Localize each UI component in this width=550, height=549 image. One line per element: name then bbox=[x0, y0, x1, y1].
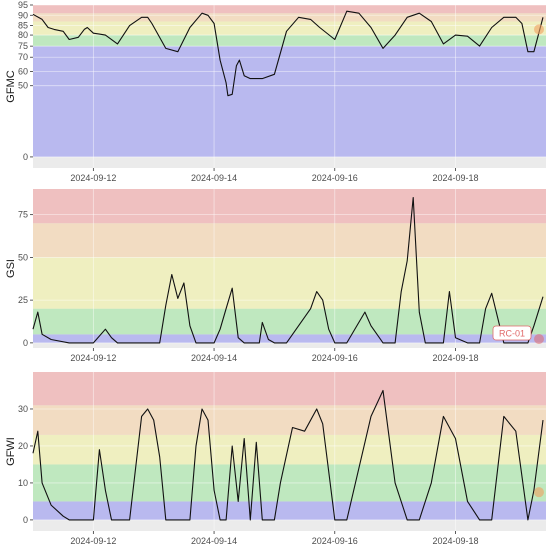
x-tick-label: 2024-09-14 bbox=[191, 173, 237, 183]
x-tick-label: 2024-09-16 bbox=[312, 173, 358, 183]
station-label-box bbox=[492, 325, 532, 341]
x-tick-label: 2024-09-18 bbox=[432, 173, 478, 183]
x-tick-label: 2024-09-12 bbox=[70, 173, 116, 183]
x-tick-label: 2024-09-18 bbox=[432, 353, 478, 363]
station-label: RC-01 bbox=[499, 329, 525, 339]
y-axis-title: GFWI bbox=[5, 437, 17, 466]
risk-band bbox=[33, 223, 546, 258]
risk-band bbox=[33, 46, 546, 157]
y-tick-label: 60 bbox=[18, 66, 28, 76]
x-tick-label: 2024-09-12 bbox=[70, 536, 116, 546]
series-line bbox=[32, 10, 544, 97]
y-tick-label: 75 bbox=[18, 210, 28, 220]
x-tick-label: 2024-09-12 bbox=[70, 353, 116, 363]
x-tick-label: 2024-09-14 bbox=[191, 353, 237, 363]
y-tick-label: 10 bbox=[18, 478, 28, 488]
y-tick-label: 20 bbox=[18, 441, 28, 451]
site-marker bbox=[534, 24, 544, 35]
gsi-panel: 0 25 50 75 2024-09-12 2024-09-14 2024-09-16 202… bbox=[5, 189, 546, 363]
y-tick-label: 90 bbox=[18, 10, 28, 20]
y-tick-label: 0 bbox=[23, 338, 28, 348]
risk-band bbox=[33, 189, 546, 224]
risk-band bbox=[33, 405, 546, 435]
station-marker bbox=[534, 334, 544, 344]
risk-band bbox=[33, 13, 546, 22]
y-tick-label: 50 bbox=[18, 81, 28, 91]
y-tick-label: 75 bbox=[18, 41, 28, 51]
risk-band bbox=[33, 308, 546, 335]
y-tick-label: 85 bbox=[18, 21, 28, 31]
x-tick-label: 2024-09-16 bbox=[312, 353, 358, 363]
site-marker bbox=[534, 487, 544, 498]
y-tick-label: 50 bbox=[18, 252, 28, 262]
y-tick-label: 95 bbox=[18, 0, 28, 10]
series-line bbox=[32, 196, 544, 344]
series-line bbox=[32, 389, 544, 521]
x-tick-label: 2024-09-18 bbox=[432, 536, 478, 546]
y-tick-label: 0 bbox=[23, 515, 28, 525]
risk-band bbox=[33, 501, 546, 520]
y-tick-label: 25 bbox=[18, 295, 28, 305]
y-tick-label: 0 bbox=[23, 152, 28, 162]
y-axis-title: GSI bbox=[5, 259, 17, 278]
y-tick-label: 70 bbox=[18, 52, 28, 62]
x-tick-label: 2024-09-16 bbox=[312, 536, 358, 546]
y-tick-label: 80 bbox=[18, 30, 28, 40]
y-tick-label: 30 bbox=[18, 404, 28, 414]
risk-band bbox=[33, 372, 546, 406]
risk-band bbox=[33, 5, 546, 14]
risk-band bbox=[33, 35, 546, 47]
gfwi-panel: 0 10 20 30 2024-09-12 2024-09-14 2024-09-16 202… bbox=[5, 372, 546, 546]
risk-band bbox=[33, 257, 546, 309]
y-axis-title: GFMC bbox=[5, 70, 17, 102]
x-tick-label: 2024-09-14 bbox=[191, 536, 237, 546]
